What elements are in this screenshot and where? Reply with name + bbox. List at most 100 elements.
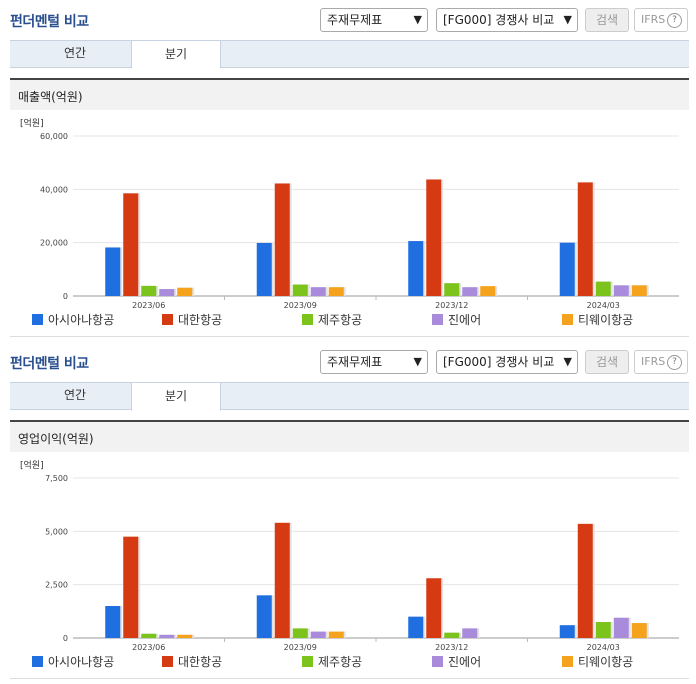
y-unit-label: [억원]: [20, 117, 44, 129]
period-tabs: 연간 분기: [10, 40, 689, 69]
bar: [123, 193, 139, 296]
legend-swatch: [162, 314, 173, 325]
y-tick-label: 5,000: [45, 527, 68, 536]
legend-item[interactable]: 대한항공: [162, 654, 222, 670]
legend-item[interactable]: 아시아나항공: [32, 654, 114, 670]
legend-swatch: [562, 656, 573, 667]
bar: [444, 632, 460, 638]
y-tick-label: 0: [63, 634, 68, 643]
bar: [577, 523, 593, 638]
legend-label: 아시아나항공: [48, 313, 115, 327]
bar: [256, 595, 272, 638]
legend-swatch: [302, 314, 313, 325]
chart-container: [억원] 0 20,000 40,000 60,000 2023/06 2023/09 202…: [10, 110, 689, 337]
bar: [559, 625, 575, 638]
bar: [595, 281, 611, 296]
x-tick-label: 2023/12: [435, 643, 468, 652]
legend-item[interactable]: 제주항공: [302, 654, 362, 670]
search-button[interactable]: 검색: [585, 350, 629, 374]
bar: [631, 623, 647, 638]
legend-label: 진에어: [448, 655, 482, 669]
legend-label: 제주항공: [318, 313, 363, 327]
statement-select-value: 주재무제표: [327, 355, 383, 369]
legend-label: 진에어: [448, 313, 482, 327]
y-tick-label: 0: [63, 292, 68, 301]
x-tick-label: 2023/06: [132, 643, 165, 652]
bar: [123, 536, 139, 638]
bar: [177, 287, 193, 296]
panel-header: 펀더멘털 비교 주재무제표 ▼ [FG000] 경쟁사 비교 ▼ 검색 IFRS…: [0, 342, 696, 378]
bar: [559, 242, 575, 296]
chevron-down-icon: ▼: [563, 13, 572, 26]
y-tick-label: 2,500: [45, 581, 68, 590]
legend-swatch: [432, 656, 443, 667]
x-tick-label: 2023/12: [435, 301, 468, 310]
bar: [577, 182, 593, 296]
operating-profit-chart: [억원] 0 2,500 5,000 7,500 2023/06 2023/09 2023/1…: [20, 459, 679, 652]
help-icon[interactable]: ?: [667, 13, 682, 28]
statement-select-value: 주재무제표: [327, 13, 383, 27]
legend-item[interactable]: 티웨이항공: [562, 312, 633, 328]
legend-swatch: [302, 656, 313, 667]
bar: [613, 285, 629, 296]
chart-legend: 아시아나항공 대한항공 제주항공 진에어 티웨이항공: [32, 312, 692, 328]
bar: [159, 289, 175, 296]
x-tick-label: 2024/03: [587, 301, 620, 310]
x-tick-label: 2023/09: [284, 643, 317, 652]
y-tick-label: 20,000: [40, 239, 68, 248]
section-header: 영업이익(억원): [10, 420, 689, 452]
bar: [310, 287, 326, 296]
legend-swatch: [32, 656, 43, 667]
legend-item[interactable]: 진에어: [432, 312, 481, 328]
bar: [462, 287, 478, 296]
peer-select[interactable]: [FG000] 경쟁사 비교 ▼: [436, 350, 578, 374]
peer-select[interactable]: [FG000] 경쟁사 비교 ▼: [436, 8, 578, 32]
ifrs-button[interactable]: IFRS ?: [634, 350, 688, 374]
legend-item[interactable]: 티웨이항공: [562, 654, 633, 670]
legend-swatch: [162, 656, 173, 667]
bar: [310, 631, 326, 638]
bar: [408, 241, 424, 296]
bar: [328, 631, 344, 638]
peer-select-value: [FG000] 경쟁사 비교: [443, 355, 555, 369]
statement-select[interactable]: 주재무제표 ▼: [320, 350, 428, 374]
legend-label: 아시아나항공: [48, 655, 115, 669]
x-tick-label: 2024/03: [587, 643, 620, 652]
legend-swatch: [32, 314, 43, 325]
panel-header: 펀더멘털 비교 주재무제표 ▼ [FG000] 경쟁사 비교 ▼ 검색 IFRS…: [0, 0, 696, 36]
fundamental-panel-1: 펀더멘털 비교 주재무제표 ▼ [FG000] 경쟁사 비교 ▼ 검색 IFRS…: [0, 0, 696, 337]
legend-item[interactable]: 진에어: [432, 654, 481, 670]
search-button[interactable]: 검색: [585, 8, 629, 32]
tab-annual[interactable]: 연간: [63, 388, 87, 402]
statement-select[interactable]: 주재무제표 ▼: [320, 8, 428, 32]
legend-label: 티웨이항공: [578, 313, 634, 327]
legend-label: 제주항공: [318, 655, 363, 669]
y-tick-label: 7,500: [45, 474, 68, 483]
page-title: 펀더멘털 비교: [10, 14, 89, 30]
chevron-down-icon: ▼: [413, 13, 422, 26]
section-title: 영업이익(억원): [18, 432, 94, 446]
tab-quarterly[interactable]: 분기: [131, 382, 221, 411]
legend-item[interactable]: 대한항공: [162, 312, 222, 328]
bar: [328, 287, 344, 296]
ifrs-button[interactable]: IFRS ?: [634, 8, 688, 32]
y-tick-label: 60,000: [40, 132, 68, 141]
legend-label: 대한항공: [178, 313, 223, 327]
tab-quarterly[interactable]: 분기: [131, 40, 221, 69]
bar: [141, 633, 157, 638]
y-unit-label: [억원]: [20, 459, 44, 471]
section-header: 매출액(억원): [10, 78, 689, 110]
bar: [444, 283, 460, 296]
fundamental-panel-2: 펀더멘털 비교 주재무제표 ▼ [FG000] 경쟁사 비교 ▼ 검색 IFRS…: [0, 342, 696, 684]
help-icon[interactable]: ?: [667, 355, 682, 370]
legend-label: 대한항공: [178, 655, 223, 669]
tab-annual[interactable]: 연간: [63, 46, 87, 60]
legend-item[interactable]: 아시아나항공: [32, 312, 114, 328]
bar: [631, 285, 647, 296]
chart-container: [억원] 0 2,500 5,000 7,500 2023/06 2023/09 2023/1…: [10, 452, 689, 679]
bar: [105, 247, 121, 296]
ifrs-label: IFRS: [641, 13, 666, 26]
bar: [426, 179, 442, 296]
legend-item[interactable]: 제주항공: [302, 312, 362, 328]
bar: [292, 284, 308, 296]
